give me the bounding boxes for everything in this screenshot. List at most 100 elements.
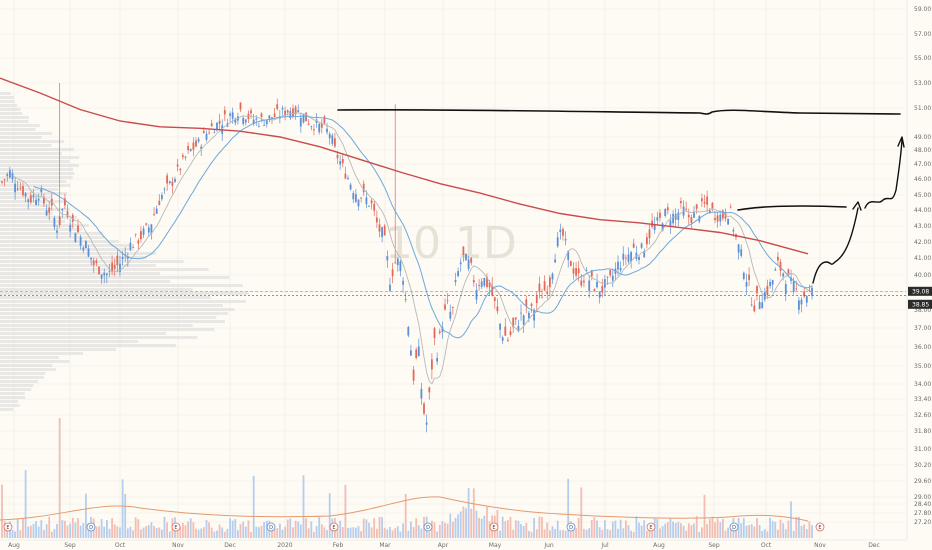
candle <box>465 253 467 261</box>
volume-bar <box>753 526 756 538</box>
candle <box>35 196 37 206</box>
watermark-text: 10 1D <box>385 218 517 269</box>
time-axis-tick-label: Feb <box>333 542 344 549</box>
event-marker[interactable]: D <box>566 522 576 532</box>
candle <box>192 137 195 157</box>
candle <box>386 250 389 268</box>
volume-bar <box>745 525 748 538</box>
candle-body <box>218 120 221 124</box>
candle-body <box>444 304 446 310</box>
volume-bar <box>362 518 365 538</box>
volume-bar <box>255 526 258 538</box>
volume-bars <box>1 418 813 538</box>
candle <box>782 272 785 281</box>
candle <box>100 274 103 284</box>
volume-bar <box>279 523 281 538</box>
volume-bar <box>216 530 218 538</box>
candle <box>389 277 391 292</box>
event-marker[interactable]: E <box>329 522 339 532</box>
candle-body <box>100 274 103 279</box>
candle-body <box>284 110 286 116</box>
candle-body <box>98 266 100 275</box>
candle-body <box>617 261 619 270</box>
event-marker[interactable]: D <box>729 522 739 532</box>
volume-bar <box>559 530 562 538</box>
volume-bar <box>501 516 504 538</box>
volume-profile-bar <box>0 320 225 323</box>
candle <box>184 155 187 161</box>
volume-bar <box>158 527 161 538</box>
volume-bar <box>355 527 357 538</box>
event-marker[interactable]: E <box>489 522 499 532</box>
volume-bar <box>661 526 664 538</box>
volume-bar <box>386 529 389 538</box>
price-tag-background <box>908 299 932 309</box>
volume-bar <box>438 524 441 538</box>
candle-body <box>467 259 470 269</box>
volume-profile-bar <box>0 300 246 303</box>
volume-profile-bar <box>0 280 171 283</box>
volume-profile-bar <box>0 352 84 355</box>
candle-body <box>365 197 368 205</box>
volume-profile-bar <box>0 408 14 411</box>
candle-body <box>276 104 279 109</box>
volume-bar <box>706 524 708 538</box>
candle-body <box>318 123 321 133</box>
candle <box>299 112 302 133</box>
candle-body <box>155 208 158 214</box>
volume-bar <box>507 520 509 538</box>
event-marker[interactable]: D <box>86 522 96 532</box>
volume-bar <box>742 518 745 538</box>
candle <box>19 182 22 191</box>
volume-bar <box>724 530 727 538</box>
volume-bar <box>376 528 378 538</box>
candle-body <box>745 282 748 287</box>
volume-bar <box>499 530 501 538</box>
event-marker[interactable]: D <box>423 522 433 532</box>
candle-body <box>564 239 567 241</box>
event-marker[interactable]: E <box>815 522 825 532</box>
event-marker[interactable]: E <box>646 522 656 532</box>
candle <box>525 295 528 314</box>
candle-body <box>336 154 339 159</box>
time-axis-tick-label: Sep <box>708 542 720 549</box>
volume-bar <box>294 520 297 538</box>
event-marker[interactable]: E <box>3 522 13 532</box>
candle-body <box>182 155 184 158</box>
event-marker-circle <box>3 522 13 532</box>
candle <box>538 276 541 299</box>
volume-profile-bar <box>0 244 130 247</box>
event-marker[interactable]: D <box>266 522 276 532</box>
candle <box>163 187 166 194</box>
volume-profile-bar <box>0 248 134 251</box>
candle <box>347 175 349 180</box>
volume-bar <box>619 519 622 538</box>
volume-bar <box>798 516 800 538</box>
candle-body <box>189 149 192 151</box>
candle-body <box>714 217 716 220</box>
volume-bar <box>769 517 771 538</box>
volume-bar <box>774 521 777 538</box>
event-marker[interactable]: E <box>171 522 181 532</box>
candle <box>106 272 108 284</box>
volume-bar <box>252 475 255 538</box>
volume-bar <box>420 528 423 538</box>
candle-body <box>252 119 255 124</box>
candle-body <box>132 247 134 248</box>
volume-profile-bar <box>0 252 157 255</box>
candle-body <box>792 281 795 292</box>
volume-profile-bar <box>0 148 74 151</box>
candle <box>294 105 297 120</box>
candle-body <box>292 108 294 117</box>
volume-bar <box>740 523 743 538</box>
candle-body <box>242 117 245 124</box>
candle-body <box>648 229 651 239</box>
volume-bar <box>656 518 659 538</box>
candle-body <box>410 350 412 356</box>
volume-profile-bar <box>0 108 21 111</box>
volume-bar <box>161 529 163 538</box>
volume-bar <box>202 527 205 538</box>
candle <box>331 133 334 146</box>
